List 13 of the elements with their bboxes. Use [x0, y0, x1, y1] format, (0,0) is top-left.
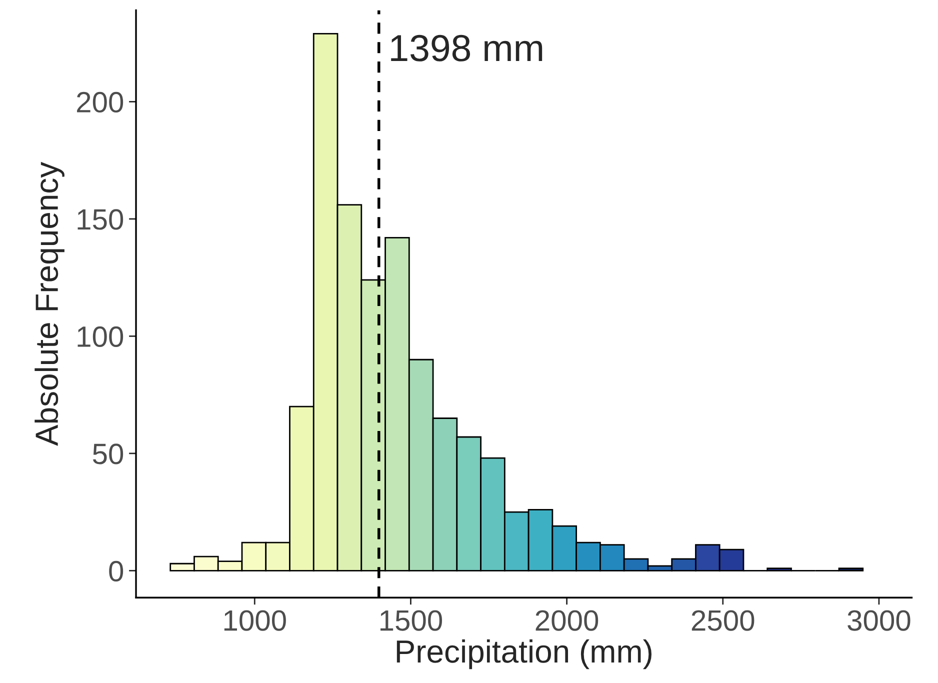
x-tick-label: 3000 — [848, 610, 910, 631]
x-tick-label: 1500 — [380, 610, 442, 631]
y-tick-label: 100 — [78, 326, 124, 348]
y-tick-label: 0 — [109, 560, 124, 582]
x-tick-label: 2000 — [536, 610, 598, 631]
x-axis-title: Precipitation (mm) — [396, 639, 652, 670]
y-tick-label: 200 — [77, 92, 124, 113]
y-tick-label: 50 — [92, 444, 124, 464]
y-tick-label: 150 — [78, 209, 124, 230]
x-tick-label: 2500 — [692, 610, 754, 631]
y-axis-title: Absolute Frequency — [34, 162, 64, 446]
ref-line-label: 1398 mm — [391, 34, 542, 62]
x-tick-label: 1000 — [224, 610, 286, 631]
